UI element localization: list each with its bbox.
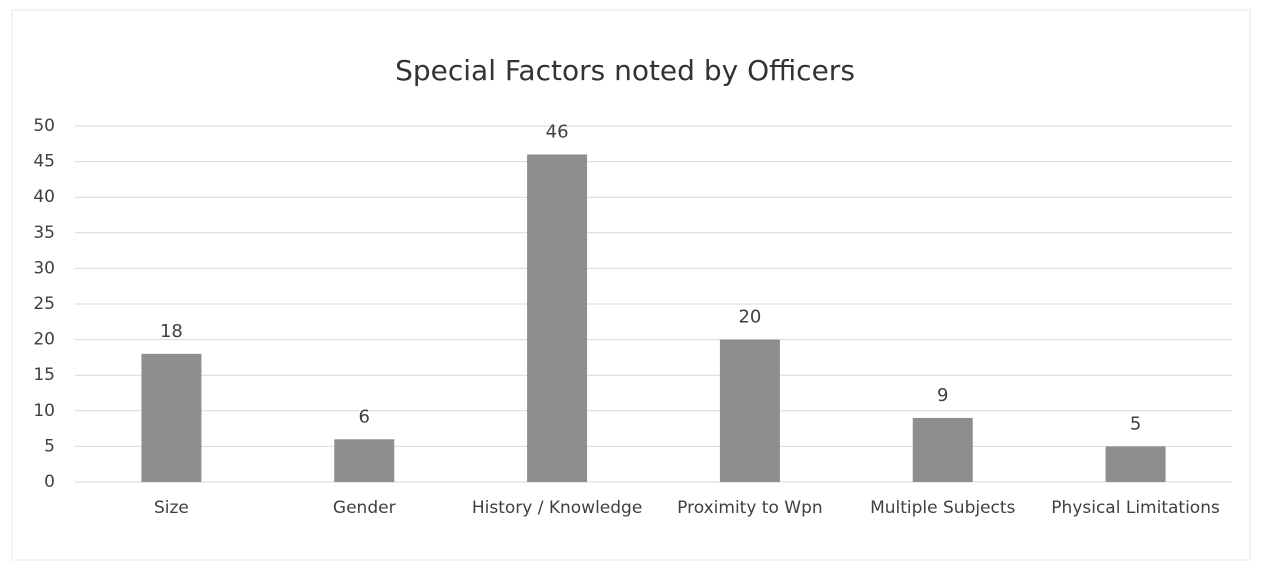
y-tick-label: 15 (33, 365, 55, 385)
x-tick-label: Size (153, 498, 189, 518)
y-tick-label: 40 (33, 187, 55, 207)
bar (527, 154, 588, 483)
x-tick-label: Multiple Subjects (870, 498, 1016, 518)
bar (719, 339, 780, 482)
x-tick-label: Physical Limitations (1051, 498, 1220, 518)
y-tick-label: 45 (33, 152, 55, 172)
y-tick-label: 5 (44, 436, 55, 456)
bar (912, 417, 973, 482)
bar (141, 353, 202, 482)
data-label: 6 (359, 406, 370, 427)
y-tick-label: 10 (33, 401, 55, 421)
y-tick-label: 25 (33, 294, 55, 314)
chart-frame (11, 9, 1251, 561)
y-tick-label: 30 (33, 258, 55, 278)
data-label: 18 (160, 321, 183, 342)
x-tick-label: Gender (332, 498, 396, 518)
y-tick-label: 35 (33, 223, 55, 243)
y-tick-label: 20 (33, 330, 55, 350)
x-tick-label: Proximity to Wpn (677, 498, 823, 518)
bar (334, 439, 395, 482)
data-label: 5 (1130, 413, 1141, 434)
x-tick-label: History / Knowledge (471, 498, 643, 518)
y-tick-label: 0 (44, 472, 55, 492)
y-tick-label: 50 (33, 116, 55, 136)
chart-title: Special Factors noted by Officers (395, 54, 855, 87)
data-label: 20 (738, 307, 761, 328)
data-label: 9 (937, 385, 948, 406)
bar (1105, 446, 1166, 482)
data-label: 46 (546, 121, 569, 142)
